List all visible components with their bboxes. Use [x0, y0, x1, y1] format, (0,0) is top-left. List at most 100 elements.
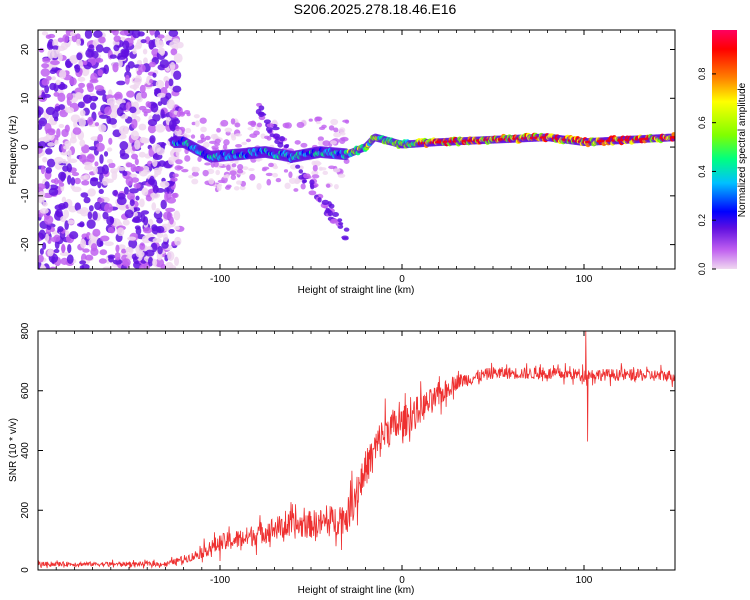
spectrogram-cell: [57, 92, 66, 103]
spectrogram-cell: [43, 215, 54, 225]
spectrogram-cell: [44, 181, 50, 190]
spectrogram-cell: [162, 233, 169, 243]
spectrogram-cell: [269, 133, 276, 138]
spectrogram-cell: [172, 38, 180, 43]
spectrogram-cell: [199, 117, 207, 124]
spectrogram-cell: [296, 121, 305, 129]
spectrogram-cell: [204, 162, 211, 166]
spectrogram-cell: [138, 123, 147, 131]
spectrogram-cell: [132, 216, 141, 223]
spectrogram-cell: [256, 182, 262, 190]
spectrogram-cell: [174, 165, 183, 171]
spectrogram-cell: [337, 218, 343, 223]
spectrogram-cell: [169, 171, 176, 180]
spectrogram-cell: [155, 258, 165, 268]
spectrogram-cell: [150, 102, 159, 113]
spectrogram-cell: [328, 203, 335, 209]
spectrogram-cell: [157, 47, 165, 55]
spectrogram-cell: [77, 101, 85, 109]
spectrogram-cell: [94, 161, 99, 167]
spectrogram-cell: [45, 148, 53, 155]
spectrogram-cell: [94, 57, 104, 63]
snr-ticks: -100 0 100 0 200 400 600 800: [20, 322, 676, 586]
spectrogram-xlabel: Height of straight line (km): [298, 285, 415, 296]
spectrogram-cell: [135, 195, 140, 201]
spectrogram-cell: [85, 48, 94, 58]
spectrogram-cell: [44, 84, 50, 94]
spectrogram-cell: [204, 135, 211, 141]
spectrogram-cell: [234, 133, 243, 137]
spectrogram-ytick-label: 20: [20, 44, 31, 56]
spectrogram-cell: [249, 173, 256, 181]
spectrogram-cell: [111, 170, 118, 181]
spectrogram-cell: [298, 175, 305, 180]
colorbar-tick-label: 0.2: [697, 214, 707, 227]
spectrogram-cell: [311, 174, 320, 179]
snr-ytick-label: 0: [20, 567, 31, 573]
spectrogram-cell: [113, 44, 120, 52]
spectrogram-cell: [39, 196, 45, 203]
spectrogram-cell: [169, 216, 174, 225]
snr-xlabel: Height of straight line (km): [298, 585, 415, 596]
spectrogram-cell: [99, 240, 104, 247]
spectrogram-cell: [172, 85, 182, 93]
spectrogram-cell: [258, 105, 265, 111]
spectrogram-cell: [200, 126, 207, 133]
spectrogram-cell: [322, 170, 329, 175]
spectrogram-cell: [100, 235, 110, 242]
spectrogram-cell: [317, 136, 324, 142]
spectrogram-cell: [223, 139, 230, 146]
spectrogram-cell: [147, 178, 155, 185]
spectrogram-cell: [152, 143, 162, 153]
spectrogram-cell: [99, 154, 104, 164]
spectrogram-cell: [88, 146, 98, 151]
spectrogram-cell: [190, 134, 196, 139]
spectrogram-cell: [174, 225, 180, 231]
spectrogram-cell: [66, 163, 73, 173]
spectrogram-cell: [87, 83, 95, 93]
spectrogram-cell: [152, 72, 157, 78]
spectrogram-cell: [156, 232, 164, 238]
spectrogram-cell: [69, 31, 76, 37]
spectrogram-cell: [135, 250, 145, 258]
spectrogram-cell: [315, 116, 323, 122]
spectrogram-cell: [131, 112, 137, 119]
spectrogram-cell: [342, 236, 349, 241]
spectrogram-cell: [328, 125, 335, 131]
spectrogram-cell: [54, 204, 64, 211]
spectrogram-cell: [317, 197, 322, 203]
spectrogram-cell: [157, 34, 165, 39]
spectrogram-cell: [93, 30, 103, 38]
spectrogram-cell: [38, 183, 46, 190]
spectrogram-cell: [84, 165, 94, 171]
spectrogram-cell: [153, 167, 163, 173]
spectrogram-cell: [86, 219, 96, 229]
spectrogram-cell: [121, 248, 127, 254]
spectrogram-cell: [191, 121, 196, 126]
spectrogram-cell: [53, 177, 59, 185]
spectrogram-cell: [147, 256, 154, 267]
spectrogram-cell: [274, 136, 281, 141]
spectrogram-cell: [54, 156, 64, 164]
spectrogram-cell: [42, 156, 48, 163]
spectrogram-cell: [119, 30, 130, 36]
spectrogram-cell: [52, 45, 59, 51]
snr-ytick-label: 400: [20, 442, 31, 459]
spectrogram-cell: [71, 186, 82, 193]
spectrogram-xtick-label: 100: [576, 274, 593, 285]
spectrogram-cell: [57, 53, 63, 62]
spectrogram-cell: [133, 207, 141, 212]
spectrogram-cell: [102, 211, 109, 220]
spectrogram-cell: [103, 151, 109, 157]
spectrogram-cell: [52, 109, 59, 119]
chart-title: S206.2025.278.18.46.E16: [293, 1, 457, 17]
spectrogram-cell: [80, 239, 87, 249]
spectrogram-ytick-label: 0: [20, 144, 31, 150]
spectrogram-cell: [70, 177, 76, 186]
spectrogram-cell: [239, 185, 246, 191]
spectrogram-cell: [332, 168, 341, 173]
spectrogram-cell: [288, 171, 293, 179]
spectrogram-cell: [125, 162, 133, 168]
spectrogram-cell: [272, 172, 278, 178]
